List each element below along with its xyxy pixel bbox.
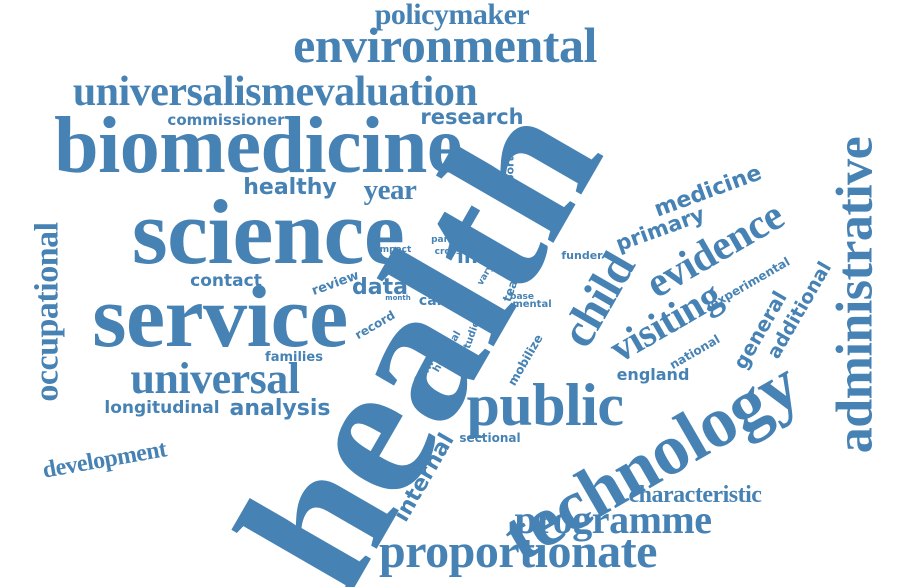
word-parent: parent [431, 234, 465, 245]
word-build: build [391, 268, 417, 279]
word-families: families [265, 349, 323, 365]
word-administrative: administrative [826, 136, 883, 454]
word-programme: programme [514, 497, 712, 542]
word-proportionate: proportionate [379, 525, 657, 578]
word-impact: impact [376, 244, 412, 255]
word-cross: cross [434, 246, 462, 257]
word-healthy: healthy [243, 175, 337, 200]
word-contact: contact [190, 270, 262, 291]
word-month: month [385, 293, 411, 302]
word-service: service [92, 269, 348, 366]
word-characteristic: characteristic [628, 482, 762, 508]
word-base: base [510, 291, 534, 302]
word-universal: universal [130, 354, 300, 403]
word-biomedicine: biomedicine [54, 102, 462, 190]
word-public: public [466, 372, 624, 438]
word-life: life [457, 244, 493, 268]
word-care: care [418, 293, 454, 309]
word-policymaker: policymaker [374, 0, 530, 31]
word-support: support [503, 155, 517, 205]
word-science: science [131, 181, 405, 283]
word-england: england [616, 365, 690, 384]
word-funder: funder [561, 248, 603, 262]
word-environmental: environmental [293, 17, 597, 73]
word-mental: mental [512, 299, 552, 310]
word-data: data [352, 275, 408, 300]
word-occupational: occupational [29, 222, 66, 402]
word-commissioner: commissioner [167, 110, 285, 129]
word-analysis: analysis [229, 396, 331, 421]
word-year: year [363, 173, 417, 206]
word-universalismevaluation: universalismevaluation [72, 69, 478, 115]
word-research: research [420, 104, 524, 129]
word-development: development [41, 436, 169, 484]
word-longitudinal: longitudinal [104, 397, 220, 418]
word-sectional: sectional [459, 431, 521, 445]
word-birth: birth [438, 288, 458, 297]
